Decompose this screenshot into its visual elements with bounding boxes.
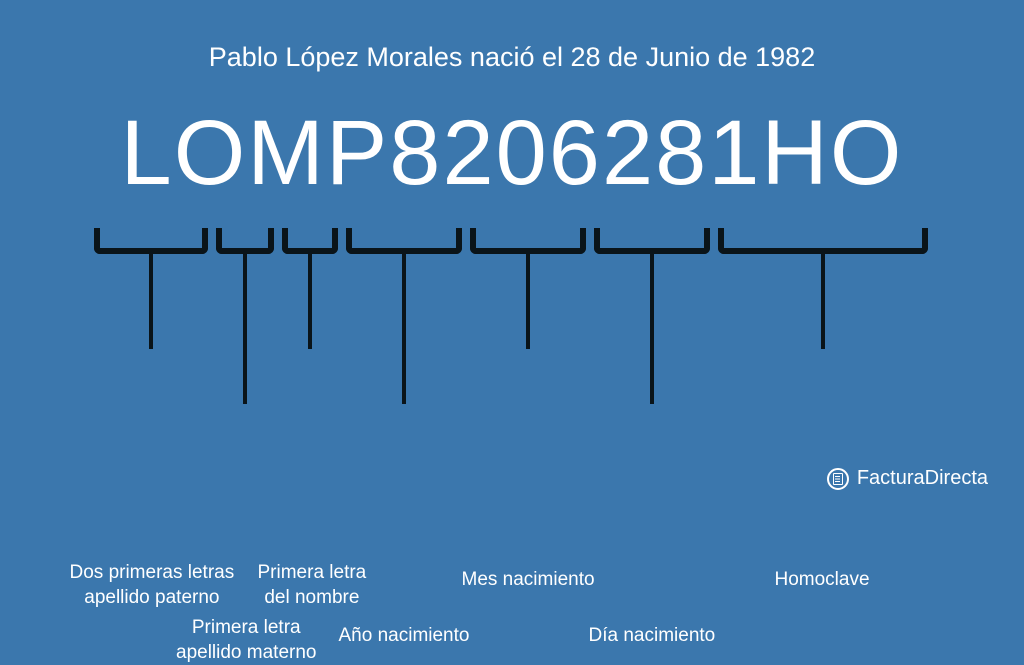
stem-2 bbox=[308, 254, 312, 349]
bracket-1 bbox=[216, 228, 274, 254]
rfc-code: LOMP8206281HO bbox=[0, 101, 1024, 206]
bracket-3 bbox=[346, 228, 462, 254]
footer-brand: FacturaDirecta bbox=[827, 467, 988, 490]
stem-5 bbox=[650, 254, 654, 404]
stem-6 bbox=[821, 254, 825, 349]
stem-3 bbox=[402, 254, 406, 404]
stem-1 bbox=[243, 254, 247, 404]
title: Pablo López Morales nació el 28 de Junio… bbox=[0, 0, 1024, 73]
bracket-6 bbox=[718, 228, 928, 254]
label-3: Año nacimiento bbox=[339, 624, 470, 649]
label-6: Homoclave bbox=[775, 568, 870, 593]
label-2: Primera letradel nombre bbox=[258, 561, 367, 610]
document-icon bbox=[827, 468, 849, 490]
bracket-0 bbox=[94, 228, 208, 254]
stem-4 bbox=[526, 254, 530, 349]
label-5: Día nacimiento bbox=[589, 624, 716, 649]
stems-container bbox=[0, 254, 1024, 454]
bracket-4 bbox=[470, 228, 586, 254]
label-0: Dos primeras letrasapellido paterno bbox=[70, 561, 235, 610]
bracket-5 bbox=[594, 228, 710, 254]
bracket-2 bbox=[282, 228, 338, 254]
stem-0 bbox=[149, 254, 153, 349]
label-4: Mes nacimiento bbox=[462, 568, 595, 593]
label-1: Primera letraapellido materno bbox=[176, 616, 316, 665]
footer-text: FacturaDirecta bbox=[857, 467, 988, 490]
